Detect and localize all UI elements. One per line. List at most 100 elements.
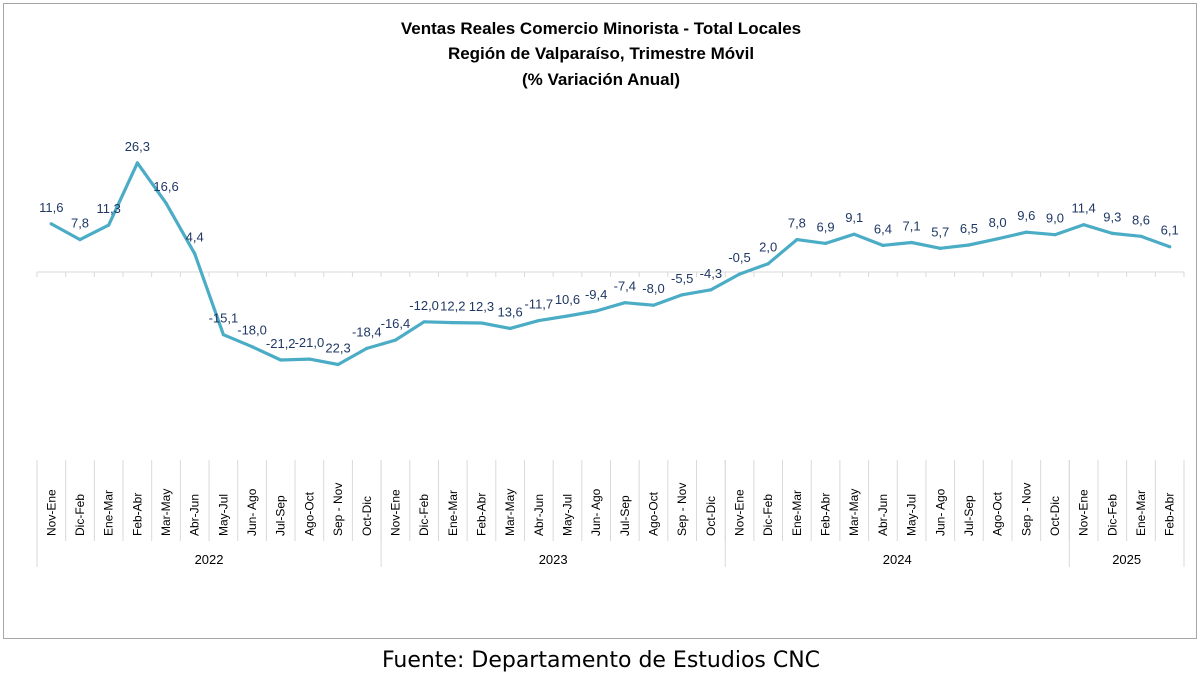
data-point (594, 309, 598, 313)
category-tick-label: Abr-Jun (876, 494, 890, 536)
data-point (307, 357, 312, 361)
data-label: 9,0 (1046, 211, 1064, 226)
data-label: 6,9 (817, 219, 835, 234)
data-label: 12,3 (469, 299, 494, 314)
data-label: 9,6 (1017, 208, 1035, 223)
category-tick-label: Feb-Abr (130, 493, 144, 536)
category-tick-label: Jul-Sep (274, 495, 288, 536)
data-label: 11,6 (39, 200, 63, 215)
chart-title: Ventas Reales Comercio Minorista - Total… (400, 19, 802, 38)
data-point (938, 246, 942, 250)
data-point (909, 240, 914, 245)
data-label: 6,1 (1161, 223, 1179, 238)
data-label: -7,4 (614, 279, 636, 294)
data-point (1139, 234, 1143, 238)
category-tick-label: Dic-Feb (417, 494, 431, 536)
category-tick-label: Dic-Feb (761, 494, 775, 536)
data-label: -5,5 (671, 271, 693, 286)
data-label: -18,4 (352, 324, 382, 339)
category-tick-label: Dic-Feb (73, 494, 87, 536)
data-point (967, 243, 971, 247)
data-label: 7,8 (71, 216, 89, 231)
data-point (49, 222, 53, 226)
data-label: -21,2 (266, 336, 296, 351)
category-tick-label: Jun- Ago (245, 488, 259, 536)
year-label: 2025 (1112, 552, 1141, 567)
category-tick-label: Sep - Nov (1019, 483, 1033, 536)
category-tick-label: Ago-Oct (647, 491, 661, 536)
data-point (623, 301, 627, 305)
category-tick-label: Jul-Sep (618, 495, 632, 536)
category-tick-label: Ene-Mar (446, 490, 460, 536)
data-point (651, 303, 656, 307)
category-tick-label: Abr-Jun (188, 494, 202, 536)
data-point (193, 252, 197, 256)
data-point (537, 318, 541, 323)
category-tick-label: Nov-Ene (388, 489, 402, 536)
data-point (737, 272, 742, 276)
category-tick-label: May-Jul (905, 494, 919, 536)
category-tick-label: Sep - Nov (675, 483, 689, 536)
category-tick-label: Ago-Oct (302, 491, 316, 536)
category-tick-label: Ene-Mar (1134, 490, 1148, 536)
data-label: -16,4 (381, 316, 411, 331)
data-point (164, 201, 168, 205)
category-tick-label: Mar-May (159, 489, 173, 536)
data-point (795, 238, 799, 242)
category-tick-label: Mar-May (847, 489, 861, 536)
data-point (565, 314, 570, 318)
data-label: 11,4 (1071, 201, 1095, 216)
data-point (221, 333, 225, 337)
category-tick-label: Jun- Ago (933, 488, 947, 536)
data-label: 7,8 (788, 216, 806, 231)
year-label: 2023 (539, 552, 568, 567)
data-label: 5,7 (931, 224, 949, 239)
year-label: 2022 (195, 552, 224, 567)
data-label: 16,6 (153, 179, 178, 194)
data-point (451, 321, 455, 325)
chart-frame (3, 3, 1197, 639)
data-label: 4,4 (186, 230, 204, 245)
category-tick-label: Oct-Dic (360, 496, 374, 536)
data-point (680, 293, 684, 297)
category-tick-label: Abr-Jun (532, 494, 546, 536)
category-tick-label: Jul-Sep (962, 495, 976, 536)
series-line (49, 161, 1172, 367)
data-label: 13,6 (497, 304, 522, 319)
category-tick-label: Nov-Ene (1077, 489, 1091, 536)
data-point (422, 320, 426, 324)
category-tick-label: Nov-Ene (733, 489, 747, 536)
data-point (393, 338, 398, 342)
category-tick-label: Feb-Abr (1163, 493, 1177, 536)
data-point (107, 223, 111, 227)
data-point (336, 362, 340, 367)
data-label: 26,3 (125, 139, 150, 154)
data-label: -18,0 (237, 323, 267, 338)
category-tick-label: Feb-Abr (819, 493, 833, 536)
data-point (135, 161, 139, 165)
data-label: -8,0 (642, 281, 664, 296)
category-tick-label: Dic-Feb (1105, 494, 1119, 536)
category-tick-label: Oct-Dic (704, 496, 718, 536)
data-point (78, 238, 82, 242)
data-point (508, 326, 512, 331)
data-point (1082, 223, 1086, 227)
source-note: Fuente: Departamento de Estudios CNC (381, 648, 821, 673)
data-label: 9,1 (845, 210, 863, 225)
category-tick-label: Feb-Abr (474, 493, 488, 536)
data-label: 7,1 (903, 219, 921, 234)
category-tick-label: Mar-May (503, 489, 517, 536)
chart-subtitle-units: (% Variación Anual) (521, 70, 681, 89)
chart-subtitle: Región de Valparaíso, Trimestre Móvil (447, 44, 755, 63)
data-point (479, 321, 484, 325)
category-tick-label: Ene-Mar (790, 490, 804, 536)
data-label: 11,3 (97, 201, 121, 216)
data-point (1024, 230, 1028, 234)
category-tick-label: Nov-Ene (44, 489, 58, 536)
data-label: -4,3 (700, 266, 722, 281)
category-tick-label: Ago-Oct (991, 491, 1005, 536)
data-point (996, 237, 1000, 241)
data-point (1110, 231, 1114, 236)
data-label: 9,3 (1103, 209, 1121, 224)
